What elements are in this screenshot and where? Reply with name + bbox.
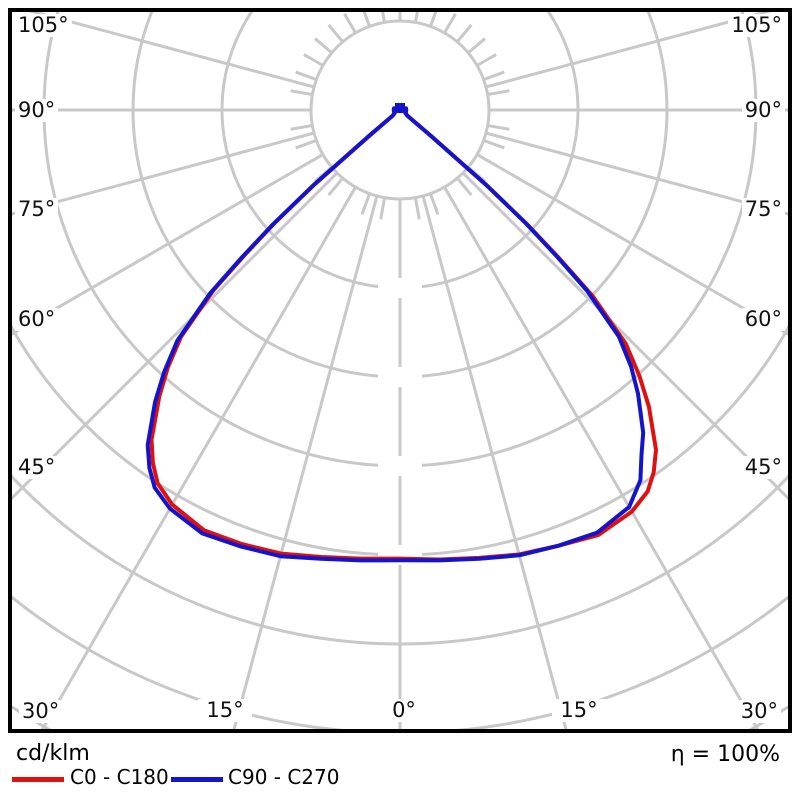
angle-label-left-30°: 30° bbox=[19, 699, 63, 724]
polar-plot-area: 105° 90° 75° 60° 45° 30° 105° 90° 75° 60° 45° 30° 15… bbox=[8, 8, 792, 733]
grid-minor-tick bbox=[467, 37, 486, 54]
grid-radial-line bbox=[461, 171, 788, 501]
grid-minor-tick bbox=[413, 12, 419, 23]
angle-label-right-105°: 105° bbox=[728, 13, 785, 38]
grid-minor-tick bbox=[487, 89, 510, 97]
unit-label: cd/klm bbox=[16, 741, 90, 766]
angle-label-bottom-15°: 15° bbox=[198, 698, 252, 723]
angle-label-right-75°: 75° bbox=[741, 197, 785, 222]
grid-minor-tick bbox=[343, 13, 357, 34]
angle-label-bottom-15°: 15° bbox=[552, 698, 606, 723]
grid-minor-tick bbox=[413, 197, 421, 220]
angle-label-right-45°: 45° bbox=[741, 455, 785, 480]
polar-grid-and-curves bbox=[12, 12, 788, 729]
grid-minor-tick bbox=[303, 53, 324, 67]
grid-minor-tick bbox=[362, 12, 371, 27]
angle-label-left-75°: 75° bbox=[15, 197, 59, 222]
grid-radial-line bbox=[12, 131, 315, 216]
center-marker bbox=[395, 103, 405, 113]
blank-ring-value-patch bbox=[378, 367, 422, 387]
efficiency-label: η = 100% bbox=[670, 742, 780, 767]
grid-minor-tick bbox=[429, 193, 440, 215]
curve-c90-c270 bbox=[145, 106, 646, 563]
angle-label-left-90°: 90° bbox=[15, 98, 59, 123]
curve-c0-c180 bbox=[149, 106, 658, 562]
grid-radial-line bbox=[443, 186, 760, 729]
angle-label-bottom-0°: 0° bbox=[377, 698, 431, 723]
grid-minor-tick bbox=[483, 70, 505, 81]
legend-swatch-c90-c270 bbox=[171, 777, 223, 782]
grid-radial-line bbox=[485, 131, 788, 216]
legend-label-c90-c270: C90 - C270 bbox=[228, 765, 340, 789]
grid-minor-tick bbox=[476, 53, 497, 67]
grid-minor-tick bbox=[327, 24, 344, 43]
grid-minor-tick bbox=[443, 186, 457, 207]
grid-minor-tick bbox=[476, 153, 497, 167]
angle-label-right-90°: 90° bbox=[741, 98, 785, 123]
grid-minor-tick bbox=[295, 139, 317, 150]
grid-minor-tick bbox=[303, 153, 324, 167]
grid-minor-tick bbox=[290, 89, 313, 97]
grid-radial-line bbox=[12, 171, 339, 501]
blank-ring-value-patch bbox=[378, 456, 422, 476]
grid-minor-tick bbox=[487, 123, 510, 131]
grid-radial-line bbox=[485, 12, 772, 89]
legend-label-c0-c180: C0 - C180 bbox=[70, 765, 169, 789]
grid-minor-tick bbox=[381, 12, 387, 23]
grid-minor-tick bbox=[327, 177, 344, 196]
angle-label-left-105°: 105° bbox=[15, 13, 72, 38]
grid-minor-tick bbox=[456, 177, 473, 196]
grid-minor-tick bbox=[314, 37, 333, 54]
grid-minor-tick bbox=[290, 123, 313, 131]
grid-minor-tick bbox=[379, 197, 387, 220]
grid-minor-tick bbox=[360, 193, 371, 215]
angle-label-right-60°: 60° bbox=[741, 307, 785, 332]
grid-minor-tick bbox=[295, 70, 317, 81]
angle-label-left-60°: 60° bbox=[15, 307, 59, 332]
angle-label-left-45°: 45° bbox=[15, 455, 59, 480]
blank-ring-value-patch bbox=[378, 278, 422, 298]
grid-minor-tick bbox=[456, 24, 473, 43]
grid-minor-tick bbox=[429, 12, 438, 27]
grid-radial-line bbox=[28, 12, 315, 89]
legend-swatch-c0-c180 bbox=[12, 777, 64, 782]
grid-radial-line bbox=[40, 186, 357, 729]
grid-radial-line bbox=[232, 195, 379, 729]
grid-minor-tick bbox=[483, 139, 505, 150]
angle-label-right-30°: 30° bbox=[737, 699, 781, 724]
grid-radial-line bbox=[421, 195, 568, 729]
grid-minor-tick bbox=[343, 186, 357, 207]
grid-minor-tick bbox=[443, 13, 457, 34]
